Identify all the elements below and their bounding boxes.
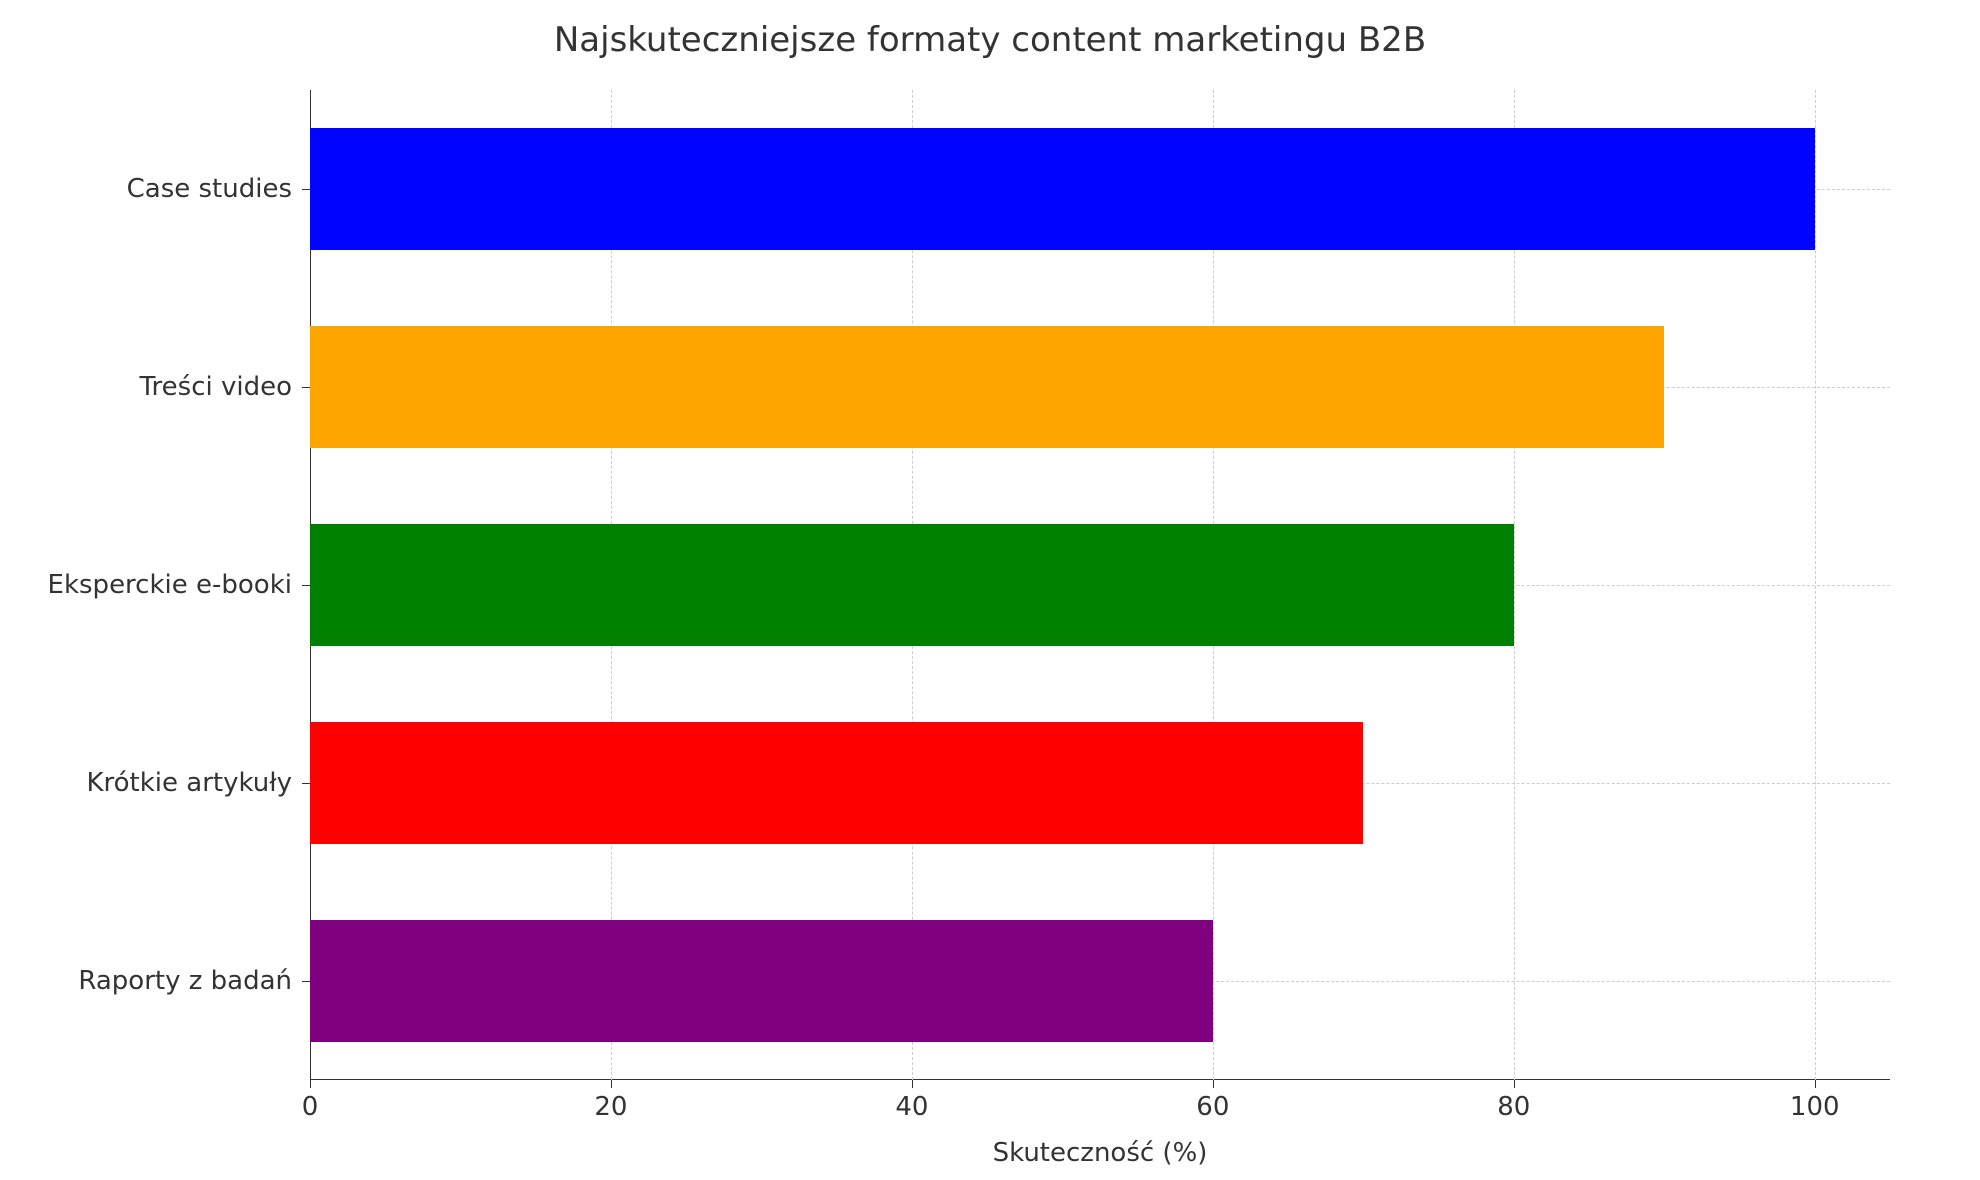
- x-axis-label: Skuteczność (%): [993, 1080, 1208, 1168]
- x-tick-label: 20: [594, 1080, 627, 1122]
- x-tick-label: 0: [302, 1080, 319, 1122]
- x-tick-label: 40: [895, 1080, 928, 1122]
- bar: [310, 326, 1664, 449]
- y-tick-label: Case studies: [127, 174, 310, 204]
- chart-container: Najskuteczniejsze formaty content market…: [0, 0, 1980, 1180]
- y-tick-label: Treści video: [139, 372, 310, 402]
- y-tick-label: Raporty z badań: [78, 966, 310, 996]
- x-tick-label: 80: [1497, 1080, 1530, 1122]
- bar: [310, 128, 1815, 251]
- x-tick-label: 100: [1790, 1080, 1840, 1122]
- bar: [310, 524, 1514, 647]
- chart-title: Najskuteczniejsze formaty content market…: [0, 20, 1980, 60]
- plot-inner: 020406080100Case studiesTreści videoEksp…: [310, 90, 1890, 1080]
- y-tick-label: Eksperckie e-booki: [48, 570, 310, 600]
- bar: [310, 920, 1213, 1043]
- y-tick-label: Krótkie artykuły: [86, 768, 310, 798]
- bar: [310, 722, 1363, 845]
- plot-area: 020406080100Case studiesTreści videoEksp…: [310, 90, 1890, 1080]
